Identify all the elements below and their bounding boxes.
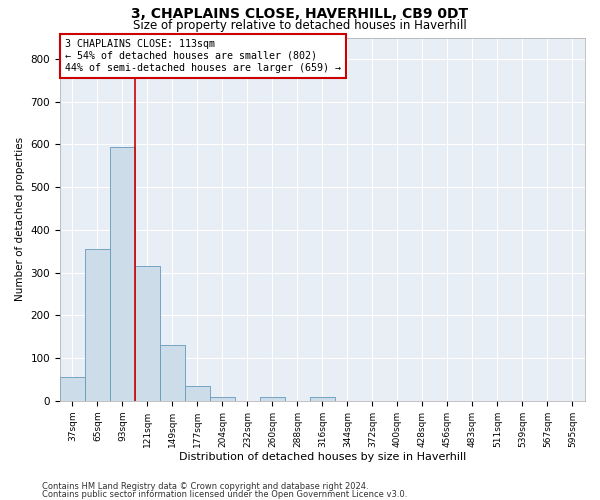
Bar: [110, 146, 135, 401]
Bar: [85, 249, 110, 401]
Bar: [160, 346, 185, 401]
Y-axis label: Number of detached properties: Number of detached properties: [15, 137, 25, 301]
Bar: [260, 396, 285, 401]
Bar: [210, 396, 235, 401]
Bar: [310, 396, 335, 401]
Text: 3 CHAPLAINS CLOSE: 113sqm
← 54% of detached houses are smaller (802)
44% of semi: 3 CHAPLAINS CLOSE: 113sqm ← 54% of detac…: [65, 40, 341, 72]
Bar: [60, 378, 85, 401]
Bar: [185, 386, 210, 401]
Text: 3, CHAPLAINS CLOSE, HAVERHILL, CB9 0DT: 3, CHAPLAINS CLOSE, HAVERHILL, CB9 0DT: [131, 8, 469, 22]
Bar: [135, 266, 160, 401]
Text: Contains HM Land Registry data © Crown copyright and database right 2024.: Contains HM Land Registry data © Crown c…: [42, 482, 368, 491]
Text: Size of property relative to detached houses in Haverhill: Size of property relative to detached ho…: [133, 19, 467, 32]
X-axis label: Distribution of detached houses by size in Haverhill: Distribution of detached houses by size …: [179, 452, 466, 462]
Text: Contains public sector information licensed under the Open Government Licence v3: Contains public sector information licen…: [42, 490, 407, 499]
